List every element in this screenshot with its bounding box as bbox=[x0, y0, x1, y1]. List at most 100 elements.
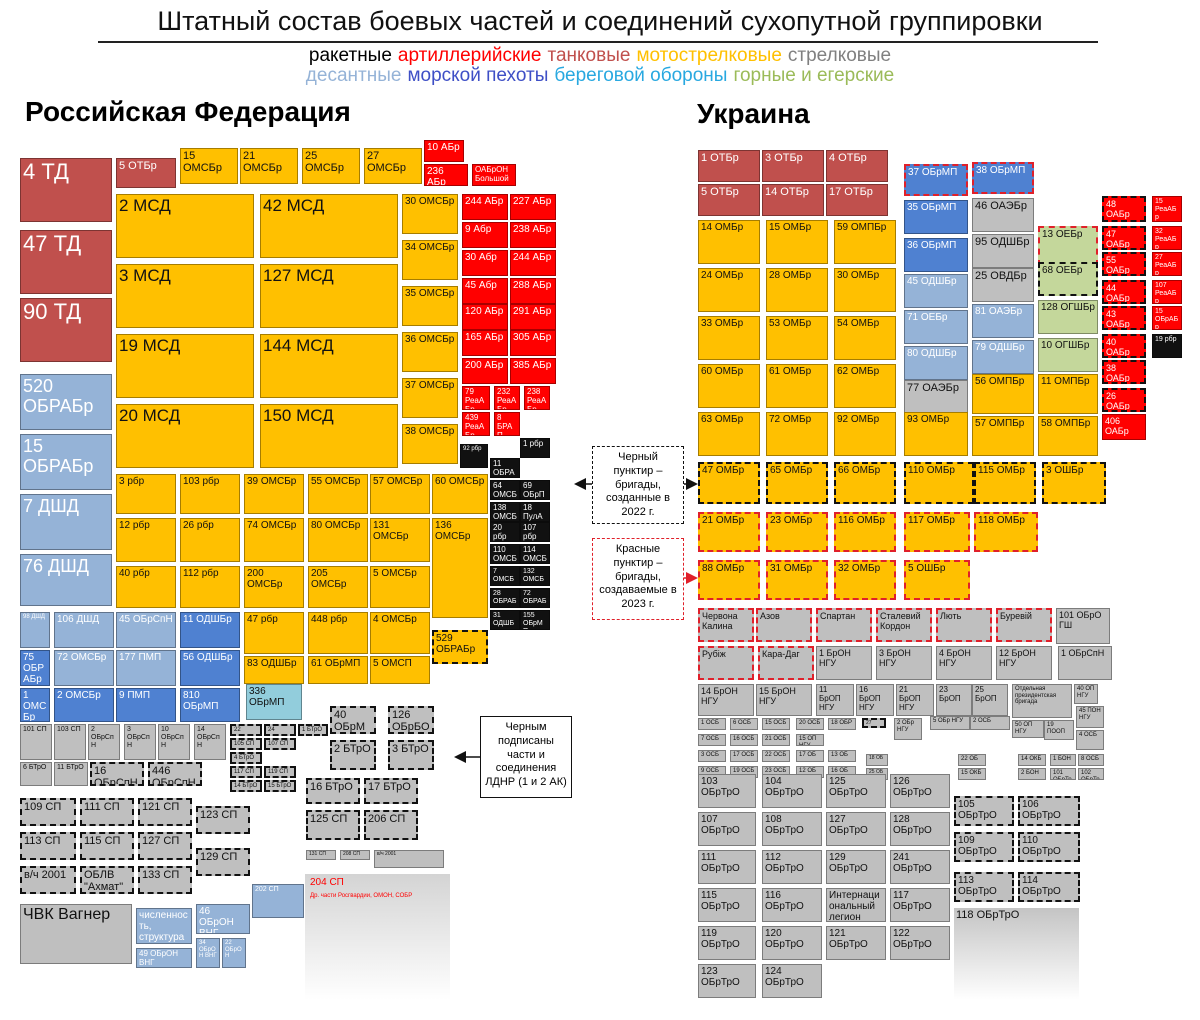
ua-unit: 21 ОМБр bbox=[698, 512, 760, 552]
ua-unit: 26 ОАБр bbox=[1102, 388, 1146, 412]
ua-unit: 17 ОБ bbox=[796, 750, 824, 762]
ru-unit: 117 СП bbox=[230, 766, 262, 778]
ua-unit: 60 ОМБр bbox=[698, 364, 760, 408]
ua-unit: 15 ОБрАБр bbox=[1152, 306, 1182, 330]
legend-item: десантные bbox=[305, 65, 402, 86]
ru-unit: 15 ОМСБр bbox=[180, 148, 238, 184]
ua-unit: Интернациональный легион bbox=[826, 888, 886, 922]
ua-unit: 5 ОБр НГУ bbox=[930, 716, 970, 730]
ru-unit: 15 ОБРАБр bbox=[20, 434, 112, 490]
ua-unit: 118 ОБрТрО bbox=[956, 909, 1020, 921]
ru-unit: 12 рбр bbox=[116, 518, 176, 562]
ru-unit: 15 БТрО bbox=[264, 780, 296, 792]
ua-unit: 21 БрОП НГУ bbox=[896, 684, 934, 716]
legend-item: стрелковые bbox=[787, 45, 892, 66]
ua-unit: 13 ОБ bbox=[828, 750, 856, 762]
ua-unit: 3 ОСБ bbox=[698, 750, 726, 762]
ua-unit: 15 ОП НГУ bbox=[796, 734, 824, 746]
legend-item: артиллерийские bbox=[397, 45, 542, 66]
ua-unit: 115 ОБрТрО bbox=[698, 888, 756, 922]
ru-unit: 165 АБр bbox=[462, 330, 508, 356]
ua-unit: 50 ОП НГУ bbox=[1012, 720, 1044, 738]
ru-unit: 1 ОМСБр bbox=[20, 688, 50, 722]
ru-unit: 105 СП bbox=[230, 738, 262, 750]
ru-unit: 74 ОМСБр bbox=[244, 518, 304, 562]
ua-unit: 115 ОМБр bbox=[974, 462, 1036, 504]
ru-unit: 2 ОБрСпН bbox=[88, 724, 120, 760]
ru-unit: 101 СП bbox=[20, 724, 52, 760]
ua-unit: 21 ОСБ bbox=[762, 734, 790, 746]
ru-unit: 75 ОБРАБр bbox=[20, 650, 50, 686]
ru-unit: 11 ОБРАБр bbox=[490, 458, 520, 478]
ua-unit: 80 ОДШБр bbox=[904, 346, 968, 380]
ru-unit: 446 ОБрСпН bbox=[148, 762, 202, 786]
ru-unit: 109 СП bbox=[20, 798, 76, 826]
ru-unit: 1 БТрО bbox=[298, 724, 328, 736]
ua-unit: 106 ОБрТрО bbox=[1018, 796, 1080, 826]
ua-unit: 10 ОГШБр bbox=[1038, 338, 1098, 372]
ua-unit: 93 ОМБр bbox=[904, 412, 968, 456]
ru-unit: 83 ОДШБр bbox=[244, 656, 304, 684]
ru-unit: в/ч 2001 bbox=[374, 850, 444, 868]
ru-unit: 131 ОМСБр bbox=[370, 518, 430, 562]
ru-unit: 144 МСД bbox=[260, 334, 398, 398]
ru-unit: 127 СП bbox=[138, 832, 192, 860]
ru-unit: 27 ОМСБр bbox=[364, 148, 422, 184]
ru-unit: 120 АБр bbox=[462, 304, 508, 330]
ru-unit: 129 СП bbox=[196, 848, 250, 876]
ua-unit: 13 ОЕБр bbox=[1038, 226, 1098, 266]
ua-unit: 63 ОМБр bbox=[698, 412, 760, 456]
ru-unit: 37 ОМСБр bbox=[402, 378, 458, 418]
ru-unit: 121 СП bbox=[138, 798, 192, 826]
ru-unit: 119 СП bbox=[264, 766, 296, 778]
ua-unit: 4 БрОН НГУ bbox=[936, 646, 992, 680]
ru-unit: ЧВК Вагнер bbox=[20, 904, 132, 964]
ua-unit: 117 ОБрТрО bbox=[890, 888, 950, 922]
ua-unit: Сталевий Кордон bbox=[876, 608, 932, 642]
ua-unit: 127 ОБрТрО bbox=[826, 812, 886, 846]
ru-unit: 31 ОДШБр bbox=[490, 610, 520, 630]
ru-unit: 205 ОМСБр bbox=[308, 566, 368, 608]
ru-unit: 126 ОБрБО bbox=[388, 706, 434, 734]
ua-unit: 19 рбр bbox=[1152, 334, 1182, 358]
ua-unit: 23 БрОП bbox=[936, 684, 972, 716]
ua-unit: 3 ОШБр bbox=[1042, 462, 1106, 504]
ua-unit: 16 БрОП НГУ bbox=[856, 684, 894, 716]
ua-2023-note: Красные пунктир – бригады, создаваемые в… bbox=[592, 538, 684, 620]
ua-unit: 11 БрОП НГУ bbox=[816, 684, 854, 716]
ru-unit: 110 ОМСБр bbox=[490, 544, 520, 564]
ua-unit: Рубіж bbox=[698, 646, 754, 680]
ru-unit: 6 БТрО bbox=[20, 762, 52, 786]
ru-unit: 10 ОБрСпН bbox=[158, 724, 190, 760]
ua-unit: 1 БОН bbox=[1050, 754, 1076, 766]
ua-unit: 7 ОСБ bbox=[698, 734, 726, 746]
legend-item: морской пехоты bbox=[407, 65, 549, 86]
ua-unit: 6 ОСБ bbox=[730, 718, 758, 730]
ru-unit: 227 АБр bbox=[510, 194, 556, 220]
ru-unit: 72 ОБРАБр bbox=[520, 588, 550, 608]
ru-unit: 45 Абр bbox=[462, 278, 508, 304]
legend-item: береговой обороны bbox=[554, 65, 728, 86]
ru-unit: 7 ОМСБр bbox=[490, 566, 520, 586]
ru-unit: 72 ОМСБр bbox=[54, 650, 114, 686]
ua-unit: 22 ОСБ bbox=[762, 750, 790, 762]
ua-unit: 15 ОСБ bbox=[762, 718, 790, 730]
ua-unit: 48 ОАБр bbox=[1102, 196, 1146, 222]
ru-unit: 2 МСД bbox=[116, 194, 254, 258]
ru-unit: 177 ПМП bbox=[116, 650, 176, 686]
ru-unit: 155 ОБрМП bbox=[520, 610, 550, 630]
ua-unit: 102 ОБрТрО bbox=[1078, 768, 1104, 780]
ua-unit: 15 БрОН НГУ bbox=[756, 684, 812, 716]
ru-unit: 305 АБр bbox=[510, 330, 556, 356]
ru-unit: 5 ОТБр bbox=[116, 158, 176, 188]
ua-unit: 77 ОАЭБр bbox=[904, 380, 968, 414]
ru-unit: 55 ОМСБр bbox=[308, 474, 368, 514]
ua-unit: 3 ОТБр bbox=[762, 150, 824, 182]
ua-unit: 81 ОАЭБр bbox=[972, 304, 1034, 338]
ua-unit: 4 ОТБр bbox=[826, 150, 888, 182]
ua-unit: 30 ОМБр bbox=[834, 268, 896, 312]
ru-unit: 92 рбр bbox=[460, 444, 488, 468]
ru-unit: 138 ОМСБр bbox=[490, 502, 520, 522]
ru-unit: 8 БРАП bbox=[494, 412, 520, 436]
ua-unit: 121 ОБрТрО bbox=[826, 926, 886, 960]
